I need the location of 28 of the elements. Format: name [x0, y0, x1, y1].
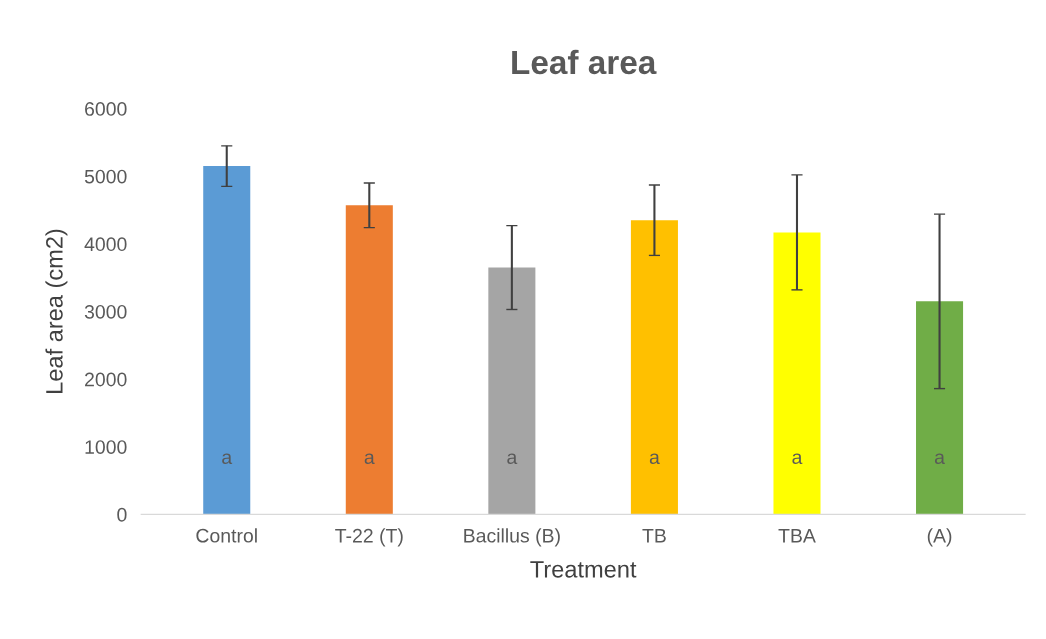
x-tick-label: (A): [927, 528, 952, 547]
y-tick-label: 3000: [84, 304, 127, 319]
x-tick-label: TBA: [778, 529, 816, 543]
x-tick-label: Control: [196, 528, 257, 543]
annotation: a: [364, 453, 375, 465]
bar: [916, 301, 964, 515]
x-tick-label: TB: [642, 529, 666, 543]
y-axis-title: Leaf area (cm2): [45, 229, 68, 393]
x-tick-label: Bacillus (B): [464, 528, 560, 547]
bar: [345, 205, 393, 515]
y-tick-label: 0: [117, 507, 127, 522]
bar: [203, 166, 251, 515]
annotation: a: [934, 453, 945, 465]
chart-title: Leaf area: [512, 49, 657, 75]
bar: [488, 267, 536, 515]
bar: [630, 220, 678, 515]
annotation: a: [792, 453, 803, 465]
y-tick-label: 6000: [85, 102, 127, 116]
bar: [773, 232, 821, 515]
x-axis-title: Treatment: [530, 561, 637, 578]
y-tick-label: 1000: [85, 440, 127, 454]
y-tick-label: 2000: [85, 372, 127, 387]
y-tick-label: 4000: [84, 237, 127, 252]
annotation: a: [507, 453, 518, 465]
annotation: a: [649, 453, 660, 465]
x-tick-label: T-22 (T): [335, 528, 403, 547]
y-tick-label: 5000: [84, 169, 127, 184]
annotation: a: [222, 453, 233, 465]
